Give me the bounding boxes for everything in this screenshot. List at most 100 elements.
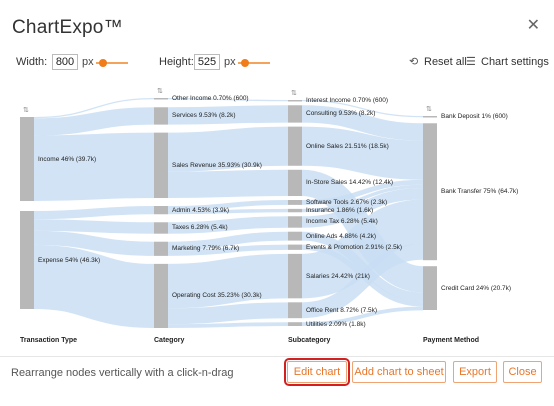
column-title: Subcategory [288, 337, 331, 344]
sankey-link-admin-insurance [167, 208, 289, 215]
sankey-node-bank_transfer[interactable] [423, 123, 437, 261]
width-unit: px [82, 56, 94, 68]
sankey-node-salaries[interactable] [288, 253, 302, 299]
sankey-node-interest_income[interactable] [288, 100, 302, 102]
width-label: Width: [16, 56, 48, 68]
close-icon[interactable]: ✕ [526, 17, 540, 34]
sankey-node-label-consulting: Consulting 9.53% (8.2k) [306, 110, 376, 118]
sankey-node-label-operating_cost: Operating Cost 35.23% (30.3k) [172, 292, 262, 300]
drag-handle-icon[interactable]: ⇅ [291, 90, 297, 97]
sankey-node-online_sales[interactable] [288, 126, 302, 166]
sankey-node-income[interactable] [20, 117, 34, 202]
drag-handle-icon[interactable]: ⇅ [426, 106, 432, 113]
sankey-link-taxes-income_tax [167, 216, 289, 234]
width-slider[interactable] [96, 59, 128, 67]
sankey-node-consulting[interactable] [288, 105, 302, 123]
sankey-node-label-utilities: Utilities 2.09% (1.8k) [306, 320, 366, 328]
sankey-node-label-salaries: Salaries 24.42% (21k) [306, 272, 370, 280]
export-button[interactable]: Export [453, 361, 497, 383]
sankey-node-online_ads[interactable] [288, 231, 302, 241]
sankey-node-services[interactable] [154, 107, 168, 125]
height-slider[interactable] [238, 59, 270, 67]
sankey-node-label-events_promo: Events & Promotion 2.91% (2.5k) [306, 243, 403, 251]
sankey-link-interest_income-bank_deposit [301, 100, 424, 118]
sankey-link-expense-admin [33, 206, 155, 220]
sankey-link-expense-taxes [33, 219, 155, 234]
sankey-node-label-online_sales: Online Sales 21.51% (18.5k) [306, 142, 389, 150]
sankey-link-income-other_income [33, 98, 155, 119]
edit-chart-button[interactable]: Edit chart [284, 358, 350, 386]
sankey-link-consulting-bank_transfer [301, 105, 424, 141]
chart-settings-label: Chart settings [481, 56, 549, 68]
sankey-link-operating_cost-salaries [167, 253, 289, 309]
sankey-link-insurance-bank_transfer [301, 184, 424, 213]
sankey-node-other_income[interactable] [154, 98, 168, 100]
column-title: Category [154, 337, 185, 344]
sankey-node-software_tools[interactable] [288, 200, 302, 205]
sankey-link-marketing-events_promo [167, 244, 289, 256]
sankey-node-events_promo[interactable] [288, 244, 302, 250]
width-input[interactable]: 800 [52, 54, 78, 70]
sankey-link-services-consulting [167, 105, 289, 125]
sankey-link-marketing-online_ads [167, 231, 289, 251]
drag-hint-text: Rearrange nodes vertically with a click-… [11, 367, 234, 379]
sankey-node-label-software_tools: Software Tools 2.67% (2.3k) [306, 198, 388, 206]
sankey-node-credit_card[interactable] [423, 266, 437, 310]
sankey-node-office_rent[interactable] [288, 302, 302, 319]
reset-all-button[interactable]: ⟲ Reset all [409, 55, 467, 68]
reset-icon: ⟲ [409, 56, 419, 68]
app-title: ChartExpo™ [12, 17, 123, 38]
column-title: Payment Method [423, 337, 480, 344]
sankey-node-label-services: Services 9.53% (8.2k) [172, 112, 236, 120]
sankey-node-label-expense: Expense 54% (46.3k) [38, 256, 101, 264]
dialog-header: ChartExpo™ ✕ [0, 0, 554, 52]
sankey-node-label-income: Income 46% (39.7k) [38, 155, 97, 163]
width-slider-knob[interactable] [99, 59, 107, 67]
settings-sliders-icon: ☰ [466, 56, 476, 68]
sankey-link-operating_cost-office_rent [167, 302, 289, 325]
sankey-node-label-marketing: Marketing 7.79% (6.7k) [172, 245, 240, 253]
sankey-link-sales_revenue-online_sales [167, 126, 289, 172]
height-label: Height: [159, 56, 194, 68]
sankey-node-label-bank_transfer: Bank Transfer 75% (64.7k) [441, 188, 519, 196]
sankey-link-office_rent-bank_transfer [301, 243, 424, 319]
sankey-link-income_tax-bank_transfer [301, 188, 424, 228]
sankey-link-operating_cost-utilities [167, 322, 289, 328]
sankey-node-marketing[interactable] [154, 241, 168, 256]
sankey-svg [20, 98, 437, 328]
sankey-node-bank_deposit[interactable] [423, 116, 437, 118]
sankey-node-admin[interactable] [154, 206, 168, 215]
reset-all-label: Reset all [424, 56, 467, 68]
sankey-node-label-taxes: Taxes 6.28% (5.4k) [172, 224, 228, 232]
sankey-node-label-online_ads: Online Ads 4.88% (4.2k) [306, 232, 377, 240]
sankey-chart: Income 46% (39.7k) Expense 54% (46.3k) Oth… [10, 74, 550, 352]
drag-handle-icon[interactable]: ⇅ [23, 107, 29, 114]
height-input[interactable]: 525 [194, 54, 220, 70]
chart-settings-button[interactable]: ☰ Chart settings [466, 55, 549, 68]
size-toolbar: Width: 800 px Height: 525 px ⟲ Reset all … [0, 52, 554, 74]
add-chart-to-sheet-button[interactable]: Add chart to sheet [352, 361, 446, 383]
sankey-node-instore_sales[interactable] [288, 169, 302, 197]
sankey-link-salaries-bank_transfer [300, 199, 425, 299]
sankey-node-label-other_income: Other Income 0.70% (600) [172, 95, 249, 103]
sankey-node-utilities[interactable] [288, 322, 302, 326]
sankey-link-online_sales-bank_transfer [301, 126, 424, 180]
sankey-node-insurance[interactable] [288, 208, 302, 213]
sankey-node-taxes[interactable] [154, 222, 168, 234]
height-unit: px [224, 56, 236, 68]
sankey-link-other_income-interest_income [167, 98, 289, 102]
height-slider-knob[interactable] [241, 59, 249, 67]
sankey-node-operating_cost[interactable] [154, 263, 168, 328]
sankey-node-income_tax[interactable] [288, 216, 302, 228]
sankey-node-expense[interactable] [20, 211, 34, 309]
sankey-link-utilities-credit_card [301, 306, 424, 326]
sankey-link-income-sales_revenue [33, 132, 155, 202]
sankey-node-sales_revenue[interactable] [154, 132, 168, 199]
sankey-node-label-interest_income: Interest Income 0.70% (600) [306, 97, 389, 105]
sankey-node-label-sales_revenue: Sales Revenue 35.93% (30.9k) [172, 161, 262, 169]
sankey-node-label-credit_card: Credit Card 24% (20.7k) [441, 284, 512, 292]
close-button[interactable]: Close [503, 361, 542, 383]
sankey-node-label-admin: Admin 4.53% (3.9k) [172, 206, 230, 214]
drag-handle-icon[interactable]: ⇅ [157, 88, 163, 95]
sankey-link-admin-software_tools [167, 200, 289, 211]
